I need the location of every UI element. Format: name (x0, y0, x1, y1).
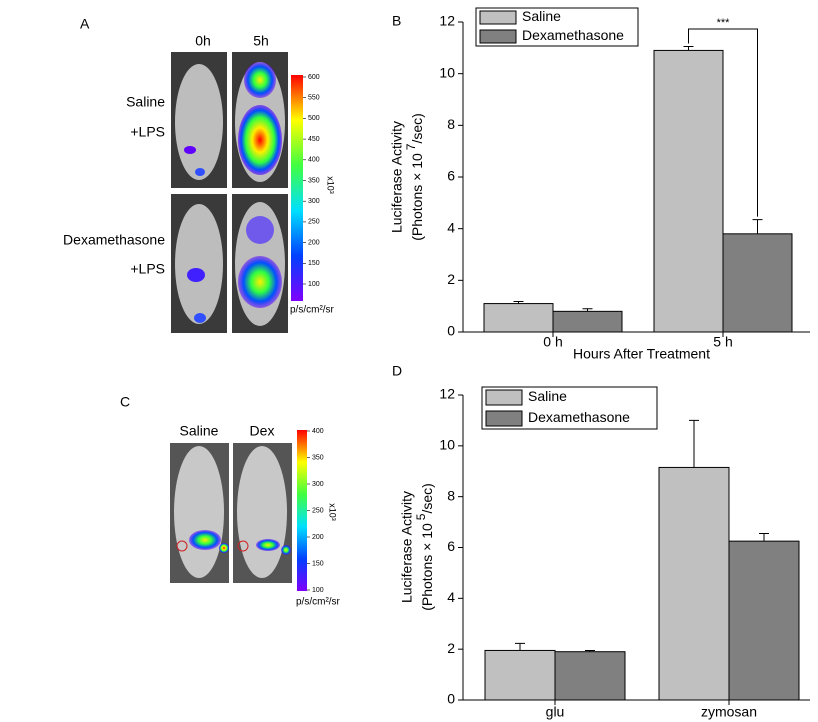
error-bar (759, 533, 769, 542)
y-axis-label: Luciferase Activity (389, 121, 405, 233)
y-tick-label: 0 (447, 323, 455, 339)
error-bar (582, 308, 593, 312)
legend-swatch (485, 389, 523, 406)
y-tick-label: 10 (439, 64, 455, 80)
y-axis-label-part: (Photons × 10 (419, 523, 435, 611)
column-label: 5h (253, 33, 269, 49)
row-label: +LPS (130, 261, 165, 277)
colorbar-tick-label: 350 (308, 177, 320, 184)
legend-swatch (479, 10, 517, 25)
legend-label: Dexamethasone (528, 409, 630, 425)
y-axis-label-exp: 7 (404, 143, 418, 150)
significance-bracket (688, 28, 758, 217)
y-tick-label: 6 (447, 168, 455, 184)
colorbar-tick-label: 100 (312, 587, 324, 594)
error-bar (752, 219, 763, 234)
colorbar-scale: x10³ (328, 503, 338, 521)
colorbar-tick-label: 300 (308, 198, 320, 205)
y-tick-label: 8 (447, 487, 455, 503)
colorbar-tick-label: 200 (312, 534, 324, 541)
bar (728, 540, 800, 701)
error-bar (515, 642, 525, 651)
bar (658, 466, 730, 701)
legend-swatch (485, 410, 523, 427)
colorbar-tick-label: 400 (312, 428, 324, 435)
x-axis-label: Hours After Treatment (573, 346, 710, 362)
axes (462, 22, 810, 333)
panel-label: C (120, 394, 130, 410)
row-label: +LPS (130, 124, 165, 140)
colorbar-tick-label: 600 (308, 74, 320, 81)
x-tick-label: 5 h (713, 334, 732, 350)
column-label: 0h (195, 33, 211, 49)
row-label: Dexamethasone (63, 232, 165, 248)
y-axis-label-exp: 5 (414, 513, 428, 520)
bar (653, 49, 724, 333)
y-tick-label: 2 (447, 271, 455, 287)
colorbar-tick-label: 150 (308, 260, 320, 267)
y-axis-label-part: /sec) (409, 113, 425, 143)
row-label: Saline (126, 94, 165, 110)
bar (554, 651, 626, 701)
axes (462, 395, 810, 701)
y-axis-label-part: (Photons × 10 (409, 153, 425, 241)
mouse-images-c (170, 430, 307, 591)
y-tick-label: 12 (439, 386, 455, 402)
y-axis-label-part: /sec) (419, 483, 435, 513)
x-tick-label: zymosan (701, 704, 757, 720)
x-tick-label: 0 h (543, 334, 562, 350)
y-tick-label: 4 (447, 219, 455, 235)
panel-label: A (80, 16, 90, 32)
error-bar (513, 301, 524, 304)
y-tick-label: 10 (439, 437, 455, 453)
colorbar-tick-label: 550 (308, 95, 320, 102)
colorbar-tick-label: 450 (308, 136, 320, 143)
colorbar-tick-label: 300 (312, 481, 324, 488)
colorbar-tick-label: 400 (308, 157, 320, 164)
y-axis-label: Luciferase Activity (399, 491, 415, 603)
error-bar (683, 46, 694, 51)
colorbar-tick-label: 350 (312, 454, 324, 461)
bar (483, 303, 554, 333)
x-tick-label: glu (546, 704, 565, 720)
y-tick-label: 0 (447, 691, 455, 707)
legend-swatch (479, 29, 517, 44)
y-axis-label: (Photons × 10 7/sec) (404, 113, 425, 241)
mouse-images-a (171, 52, 303, 333)
y-tick-label: 6 (447, 538, 455, 554)
y-tick-label: 8 (447, 116, 455, 132)
column-label: Dex (250, 423, 275, 439)
colorbar-unit: p/s/cm²/sr (296, 597, 341, 608)
column-label: Saline (180, 423, 219, 439)
error-bar (689, 419, 699, 468)
y-tick-label: 2 (447, 640, 455, 656)
significance-label: *** (717, 17, 731, 29)
colorbar-tick-label: 500 (308, 115, 320, 122)
bar (484, 649, 556, 701)
bar (552, 310, 623, 333)
colorbar-tick-label: 200 (308, 239, 320, 246)
legend-label: Saline (522, 8, 561, 24)
panel-label: B (392, 13, 401, 29)
legend-label: Saline (528, 388, 567, 404)
y-tick-label: 12 (439, 13, 455, 29)
legend-label: Dexamethasone (522, 27, 624, 43)
y-tick-label: 4 (447, 589, 455, 605)
colorbar-tick-label: 100 (308, 281, 320, 288)
error-bar (585, 649, 595, 652)
bar (722, 233, 793, 333)
colorbar-scale: x10³ (326, 176, 336, 194)
colorbar-tick-label: 150 (312, 560, 324, 567)
colorbar-tick-label: 250 (312, 507, 324, 514)
colorbar-tick-label: 250 (308, 219, 320, 226)
colorbar-unit: p/s/cm²/sr (290, 305, 335, 316)
y-axis-label: (Photons × 10 5/sec) (414, 483, 435, 611)
panel-label: D (392, 363, 402, 379)
